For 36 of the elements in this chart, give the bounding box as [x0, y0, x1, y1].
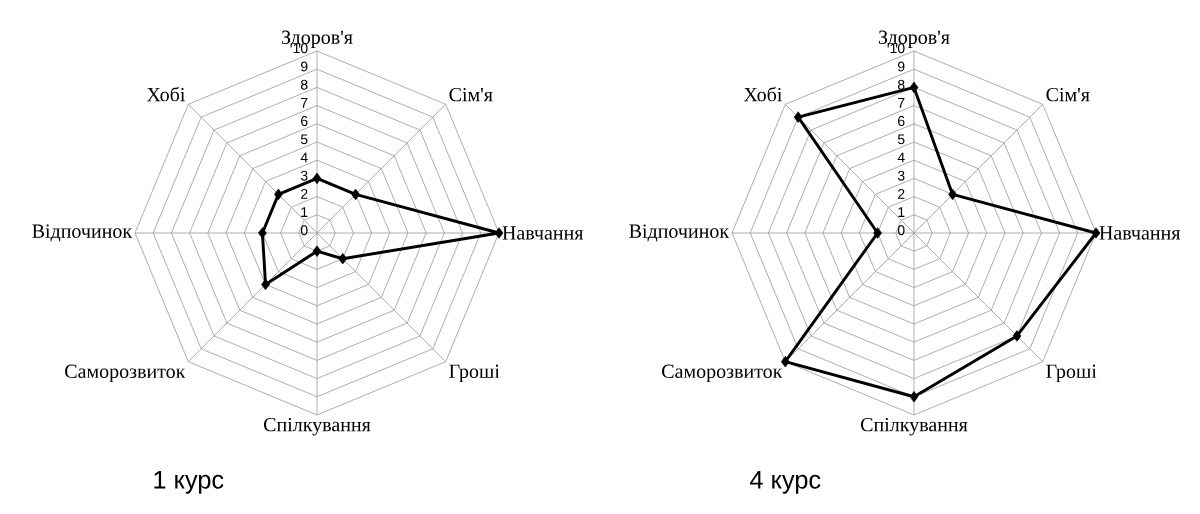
spoke-label: Сім'я — [1046, 87, 1090, 102]
y-tick-label: 8 — [897, 79, 905, 90]
y-tick-label: 5 — [300, 134, 308, 145]
y-tick-label: 3 — [300, 170, 308, 181]
spoke-label: Відпочинок — [629, 224, 730, 242]
spoke-label: Саморозвиток — [65, 364, 186, 383]
spoke-label: Гроші — [449, 364, 500, 383]
y-tick-label: 4 — [897, 152, 905, 163]
y-tick-label: 1 — [898, 207, 905, 217]
y-tick-label: 2 — [898, 188, 905, 199]
text: 1 курс — [154, 470, 224, 494]
spoke-label: Сім'я — [449, 87, 493, 102]
y-tick-label: 4 — [300, 152, 308, 163]
y-tick-label: 1 — [301, 207, 308, 217]
y-tick-label: 9 — [300, 61, 308, 72]
y-tick-label: 2 — [301, 188, 308, 199]
spoke-label: Саморозвиток — [662, 364, 783, 383]
y-tick-label: 6 — [301, 116, 308, 127]
spoke-label: Гроші — [1046, 364, 1097, 383]
spoke-label: Навчання — [502, 226, 584, 240]
spoke-label: Спілкування — [263, 417, 371, 436]
spoke-label: Спілкування — [860, 417, 968, 436]
y-tick-label: 3 — [897, 170, 905, 181]
y-tick-label: 8 — [300, 79, 308, 90]
y-tick-label: 7 — [301, 98, 308, 108]
y-tick-label: 7 — [898, 98, 905, 108]
spoke-label: Навчання — [1099, 226, 1181, 240]
spoke-label: Хобі — [146, 86, 186, 102]
text: 4 курс — [750, 470, 821, 494]
y-tick-label: 0 — [897, 225, 905, 236]
y-tick-label: 6 — [898, 116, 905, 127]
y-tick-label: 5 — [897, 134, 905, 145]
y-tick-label: 0 — [300, 225, 308, 236]
spoke-label: Відпочинок — [32, 224, 133, 242]
y-tick-label: 9 — [897, 61, 905, 72]
spoke-label: Хобі — [743, 86, 782, 102]
